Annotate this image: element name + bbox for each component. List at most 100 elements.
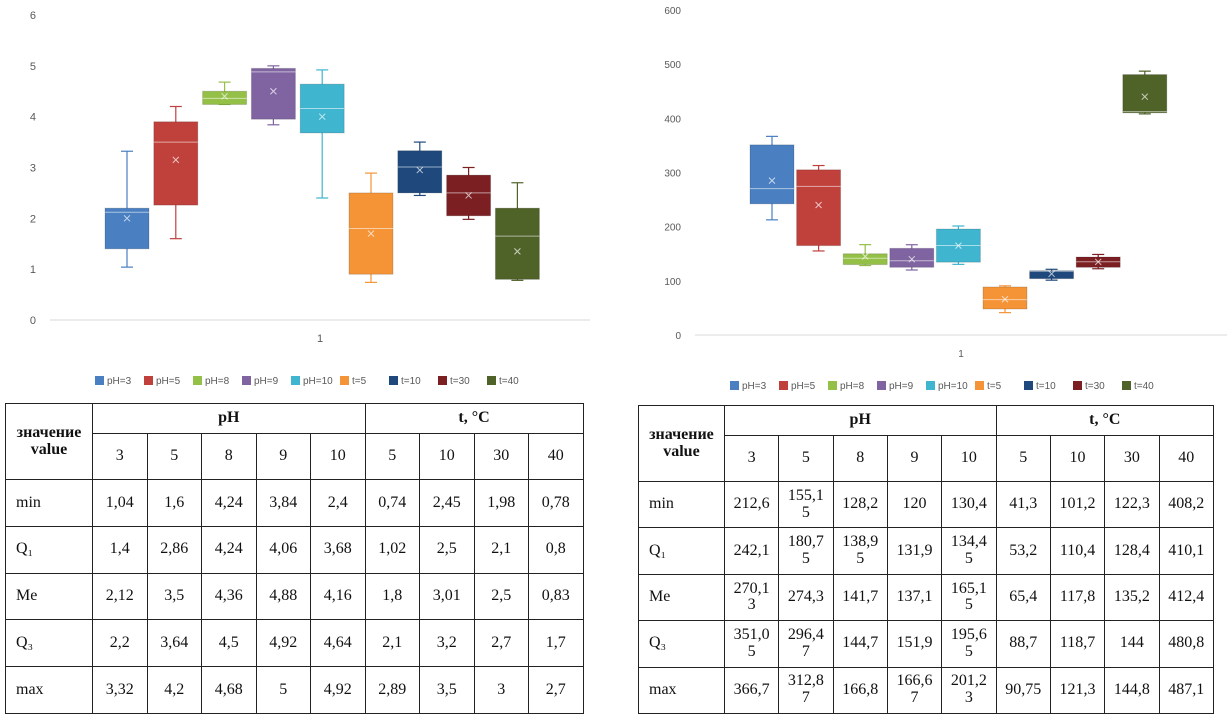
mean-marker: [318, 113, 326, 121]
table-row: min 212,6 155,15 128,2 120 130,4 41,3 101,2 122,…: [638, 480, 1215, 529]
table-cell: 1,02: [364, 525, 420, 574]
legend-label: t=40: [1134, 381, 1154, 392]
table-cell: 180,75: [778, 527, 834, 575]
cell-value: 3,68: [323, 540, 352, 558]
cell-value: 4,5: [218, 633, 239, 651]
legend-swatch: [1122, 381, 1131, 390]
table-cell: 1,7: [528, 619, 584, 668]
table-cell: 4,16: [310, 572, 366, 621]
cell-value: 0,83: [541, 587, 570, 605]
table-cell: 4,2: [146, 666, 202, 714]
legend-swatch: [340, 376, 349, 385]
table-row: Me 270,13 274,3 141,7 137,1 165,15 65,4 117,8 13…: [638, 573, 1215, 622]
cell-value: 1,8: [382, 587, 403, 605]
table-cell: 53,2: [995, 527, 1051, 575]
cell-value: 3,5: [164, 587, 185, 605]
mean-marker: [172, 156, 180, 164]
y-tick-label: 100: [664, 277, 681, 288]
table-cell: 4,36: [201, 572, 257, 621]
legend-label: pH=10: [938, 381, 968, 392]
box-body: [250, 67, 296, 120]
table-cell: 4,92: [255, 619, 311, 668]
cell-value: 120: [902, 495, 927, 513]
y-tick-label: 5: [30, 61, 36, 73]
table-cell: 2,7: [473, 619, 529, 668]
table-cell: 480,8: [1158, 620, 1215, 668]
cell-value: 4,92: [323, 680, 352, 698]
legend-label: pH=8: [205, 376, 230, 387]
mean-marker: [416, 166, 424, 174]
box-pH=10: [935, 225, 981, 265]
table-cell: 3: [473, 666, 529, 714]
mean-marker: [270, 87, 277, 95]
box-t=5: [982, 285, 1028, 314]
table-cell: 134,45: [941, 527, 997, 575]
table-cell: 195,65: [941, 620, 997, 668]
cell-value: 1,6: [164, 493, 185, 511]
cell-value: 2,12: [105, 587, 134, 605]
legend-swatch: [828, 381, 837, 390]
cell-value: 130,4: [950, 495, 987, 513]
cell-value: 270,13: [733, 579, 770, 614]
cell-value: 487,1: [1168, 680, 1205, 698]
legend-swatch: [487, 376, 496, 385]
table-cell: 2,89: [364, 666, 420, 714]
legend-label: pH=3: [107, 376, 132, 387]
legend-label: pH=9: [889, 381, 914, 392]
table-cell: 3,68: [310, 525, 366, 574]
table-row: Q₁ 1,4 2,86 4,24 4,06 3,68 1,02 2,5 2,1 0,8: [5, 525, 584, 574]
box-body: [202, 90, 248, 105]
table-cell: 144,8: [1104, 666, 1160, 715]
table-cell: 270,13: [723, 573, 780, 622]
y-tick-label: 0: [30, 315, 36, 327]
table-cell: 141,7: [832, 573, 888, 622]
table-cell: 88,7: [995, 620, 1051, 668]
table-cell: 4,06: [255, 525, 311, 574]
box-pH=5: [796, 164, 842, 252]
cell-value: 2,7: [545, 680, 566, 698]
table-cell: 166,8: [832, 666, 888, 715]
mean-marker: [465, 192, 472, 199]
cell-value: 0,78: [541, 493, 570, 511]
table-cell: 2,1: [364, 619, 420, 668]
legend-swatch: [389, 376, 398, 385]
y-tick-label: 0: [675, 331, 681, 342]
box-pH=8: [202, 81, 248, 106]
y-tick-label: 2: [30, 213, 36, 225]
table-cell: 296,47: [778, 620, 834, 668]
mean-marker: [367, 230, 375, 237]
table-cell: 2,7: [528, 666, 584, 714]
legend-label: t=5: [987, 381, 1002, 392]
mean-marker: [123, 214, 131, 222]
legend-swatch: [730, 381, 739, 390]
table-cell: 144: [1104, 620, 1160, 668]
cell-value: 1,4: [109, 540, 130, 558]
y-tick-label: 3: [30, 163, 36, 175]
column-header: 10: [310, 433, 366, 480]
cell-value: 166,67: [896, 672, 933, 707]
box-t=5: [348, 172, 394, 283]
group-header-ph: pH: [92, 403, 366, 434]
legend-swatch: [877, 381, 886, 390]
table-cell: 166,67: [886, 666, 943, 715]
table-row: Q₁ 242,1 180,75 138,95 131,9 134,45 53,2 110,4 1…: [638, 527, 1215, 575]
cell-value: 1,04: [105, 493, 134, 511]
box-t=10: [1029, 268, 1075, 281]
box-t=10: [397, 141, 443, 197]
right-stats-table: значение value pH t, °C 3 5 8 9 10 5 10 30 40 min 212…: [638, 405, 1215, 715]
column-header: 30: [1104, 435, 1160, 482]
cell-value: 2,7: [491, 633, 512, 651]
cell-value: 4,92: [269, 633, 298, 651]
table-cell: 4,68: [201, 666, 257, 714]
box-body: [153, 121, 199, 206]
column-header: 8: [832, 435, 888, 482]
table-cell: 4,5: [201, 619, 257, 668]
table-cell: 3,2: [419, 619, 475, 668]
cell-value: 3,5: [436, 680, 457, 698]
table-cell: 101,2: [1049, 480, 1106, 529]
table-cell: 118,7: [1049, 620, 1106, 668]
legend-swatch: [95, 376, 104, 385]
legend-swatch: [193, 376, 202, 385]
mean-marker: [1001, 295, 1009, 303]
cell-value: 128,4: [1113, 541, 1150, 559]
